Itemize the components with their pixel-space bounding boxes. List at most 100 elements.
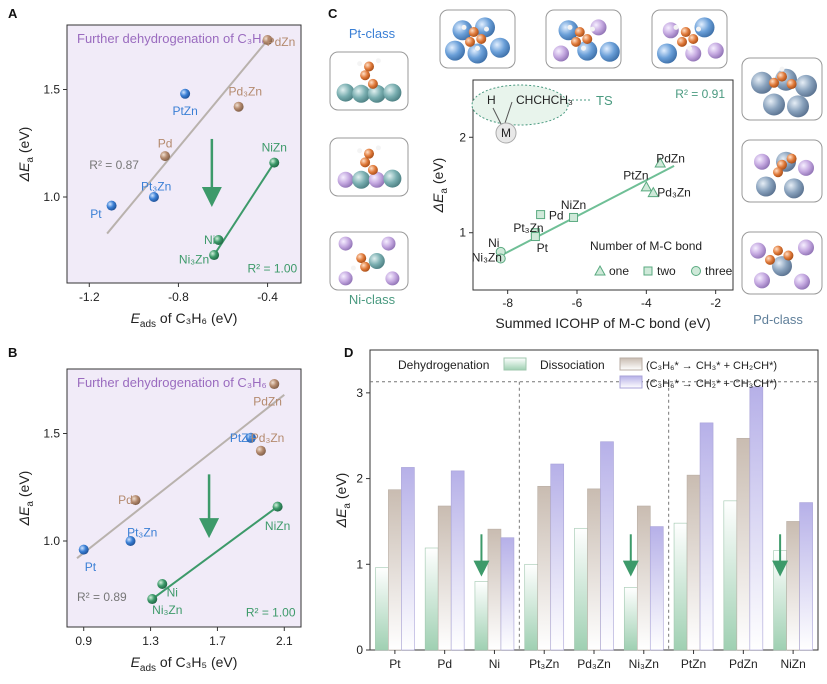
x-tick-label: -6 [572, 296, 583, 310]
atom [357, 148, 363, 154]
atom [385, 271, 400, 286]
fit-line [106, 39, 269, 235]
atom [784, 178, 804, 199]
data-point [106, 200, 117, 211]
legend-label: two [657, 264, 676, 278]
atom [490, 37, 510, 58]
legend-series: (C₃H₆* → CH₂* + CH₃CH*) [646, 378, 777, 390]
ylabel-main: ΔE [16, 506, 32, 526]
bar [587, 488, 601, 651]
atom [558, 20, 579, 41]
fit-line [76, 394, 285, 559]
bar [524, 563, 539, 651]
atom [338, 236, 353, 251]
point-label: Ni₃Zn [472, 251, 502, 265]
panel-title: Further dehydrogenation of C₃H₆ [77, 31, 267, 46]
r2-green: R² = 1.00 [246, 605, 296, 619]
data-point [147, 594, 158, 605]
data-point [495, 253, 506, 264]
data-point [536, 210, 546, 220]
data-point [213, 235, 224, 245]
y-axis-label: ΔEa (eV) [333, 473, 353, 529]
y-axis-label: ΔEa (eV) [430, 158, 450, 214]
bar [786, 521, 800, 651]
bar [736, 437, 751, 651]
atom [687, 45, 692, 51]
panel-d: D 0 1 2 3 ΔEa (eV) Pt Pd Ni Pt₃Zn Pd₃Zn Ni₃Zn PtZn Pd… [333, 345, 819, 671]
x-tick-label: -4 [641, 296, 652, 310]
x-tick-label: NiZn [780, 657, 805, 671]
bar [388, 489, 402, 651]
data-point [130, 495, 141, 506]
x-tick-label: 2.1 [276, 634, 293, 648]
atom [352, 170, 371, 189]
point-label: Pd [158, 136, 173, 150]
ylabel-rest: (eV) [333, 473, 349, 503]
panel-c: C -8 -6 -4 -2 1 2 Summed ICOHP of M-C bond (eV)… [328, 6, 823, 331]
bar [749, 386, 764, 651]
atom [367, 164, 378, 175]
atom [484, 26, 489, 32]
r2-label: R² = 0.91 [675, 87, 725, 101]
point-label: Ni [204, 233, 215, 247]
r2-gray: R² = 0.87 [89, 158, 139, 172]
xlabel-rest: of C₃H₆ (eV) [156, 310, 237, 326]
atom [338, 271, 353, 286]
panel-letter: B [8, 345, 17, 360]
xlabel-sub: ads [140, 319, 156, 330]
point-label: NiZn [262, 141, 287, 155]
bar [673, 522, 688, 651]
ylabel-rest: (eV) [16, 471, 32, 501]
y-tick-label: 2 [356, 472, 363, 486]
legend-dissociation: Dissociation [540, 358, 605, 372]
bar [636, 505, 651, 651]
y-tick-label: 1 [459, 226, 466, 240]
atom [476, 34, 487, 44]
x-axis-label: Eads of C₃H₅ (eV) [131, 654, 238, 674]
legend-title: Number of M-C bond [590, 239, 702, 253]
point-label: NiZn [561, 198, 586, 212]
atom [468, 27, 479, 38]
y-tick-label: 0 [356, 643, 363, 657]
x-tick-label: PdZn [729, 657, 758, 671]
atom [777, 159, 787, 170]
legend-marker [691, 266, 701, 276]
data-point [125, 536, 136, 546]
atom [475, 45, 480, 51]
atom [461, 24, 467, 30]
ylabel-sub: a [342, 503, 353, 509]
atom [364, 61, 374, 72]
atom [769, 77, 779, 88]
y-axis-label: ΔEa (eV) [16, 127, 36, 183]
data-point [209, 250, 220, 261]
data-point [180, 88, 191, 99]
legend-dehydrogenation: Dehydrogenation [398, 358, 489, 372]
point-label: Pt₃Zn [127, 525, 157, 539]
data-point [157, 579, 168, 589]
atom [662, 22, 679, 39]
r2-gray: R² = 0.89 [77, 590, 127, 604]
plot-area [66, 24, 302, 284]
atom [680, 27, 691, 38]
bar [424, 547, 439, 651]
point-label: Pt [85, 560, 97, 574]
legend-label: one [609, 264, 629, 278]
x-tick-label: Pt₃Zn [529, 657, 559, 671]
bar [500, 537, 515, 651]
data-point [233, 101, 244, 112]
bar [487, 528, 502, 651]
y-tick-label: 1.0 [43, 534, 60, 548]
ts-h: H [487, 93, 496, 107]
x-tick-label: Ni [489, 657, 500, 671]
r2-green: R² = 1.00 [248, 261, 298, 275]
ylabel-main: ΔE [430, 193, 446, 213]
point-label: Pd [549, 209, 564, 223]
atom [794, 273, 810, 290]
data-point [269, 157, 280, 168]
bar [799, 502, 813, 651]
fit-line [500, 165, 675, 257]
fit-line [213, 162, 276, 256]
data-point [245, 432, 256, 443]
atom [364, 148, 374, 159]
atom [582, 34, 593, 44]
